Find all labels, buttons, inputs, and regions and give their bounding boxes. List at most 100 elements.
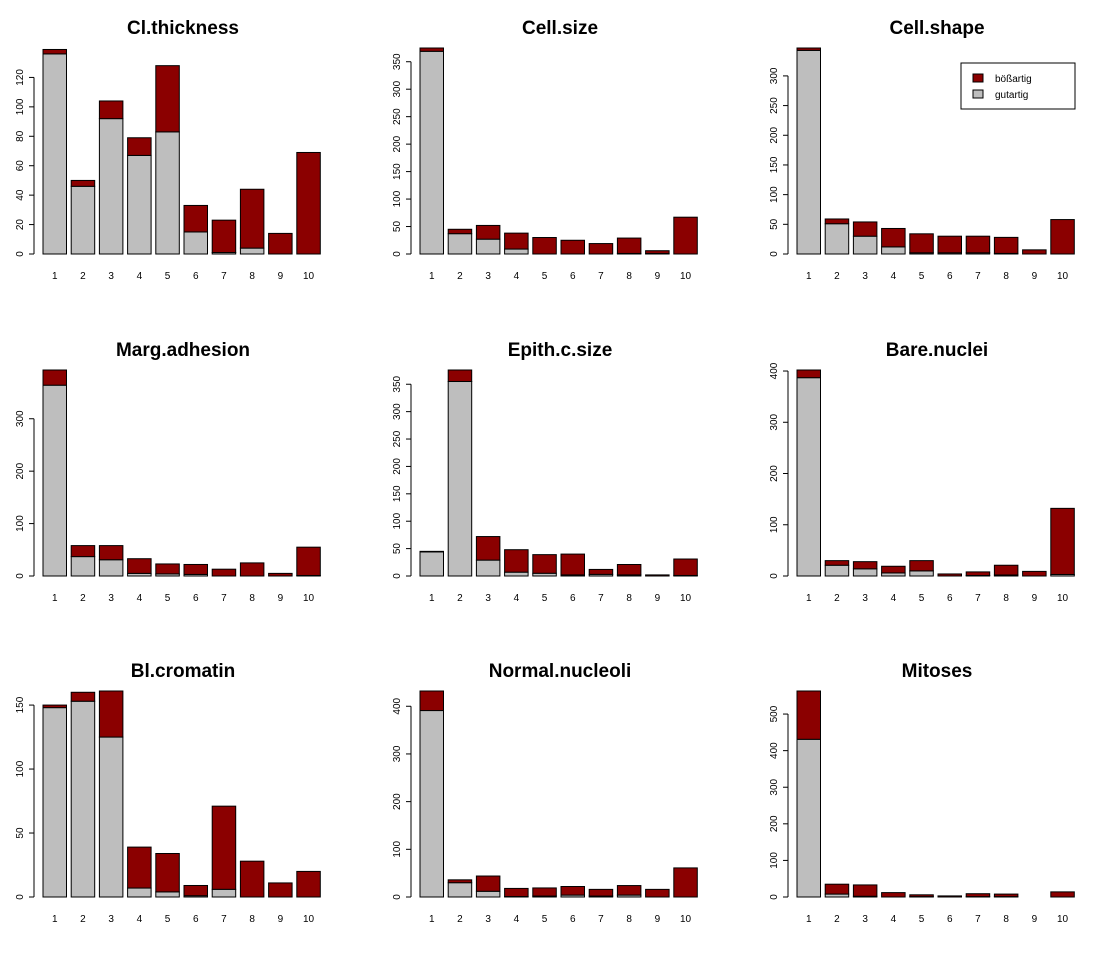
bar-segment-bossartig xyxy=(98,100,124,120)
y-tick-label: 0 xyxy=(769,251,780,257)
y-tick-label: 200 xyxy=(392,458,403,475)
y-tick-label: 200 xyxy=(769,126,780,143)
x-tick-label: 3 xyxy=(108,593,114,604)
x-tick-label: 5 xyxy=(542,914,548,925)
bar-segment-gutartig xyxy=(796,377,821,577)
y-tick-label: 50 xyxy=(769,218,780,230)
x-tick-label: 4 xyxy=(137,593,143,604)
y-tick-label: 100 xyxy=(769,852,780,869)
y-tick-label: 0 xyxy=(15,251,26,257)
y-tick-label: 250 xyxy=(392,108,403,125)
x-tick-label: 2 xyxy=(834,271,840,282)
bar-segment-bossartig xyxy=(532,237,557,255)
bar-segment-bossartig xyxy=(532,887,557,897)
bar-segment-gutartig xyxy=(70,185,96,255)
bar-segment-bossartig xyxy=(127,137,152,156)
bar-segment-gutartig xyxy=(155,131,180,255)
x-tick-label: 8 xyxy=(626,914,632,925)
x-tick-label: 6 xyxy=(570,914,576,925)
y-tick-label: 0 xyxy=(769,894,780,900)
y-tick-label: 400 xyxy=(769,742,780,759)
x-tick-label: 1 xyxy=(429,593,435,604)
x-tick-label: 6 xyxy=(947,271,953,282)
bar-segment-gutartig xyxy=(127,887,152,898)
chart-title: Cell.shape xyxy=(889,18,984,39)
bar-segment-gutartig xyxy=(42,707,67,898)
bar-segment-bossartig xyxy=(475,875,501,892)
bar-segment-bossartig xyxy=(560,239,585,255)
bar-segment-gutartig xyxy=(796,49,821,255)
legend-box xyxy=(960,62,1076,110)
bar-segment-bossartig xyxy=(1022,249,1047,255)
x-tick-label: 6 xyxy=(947,914,953,925)
bar-segment-bossartig xyxy=(296,870,321,898)
chart-title: Cl.thickness xyxy=(127,18,239,39)
bar-segment-gutartig xyxy=(447,381,473,577)
bar-segment-bossartig xyxy=(504,232,529,250)
y-tick-label: 300 xyxy=(769,778,780,795)
x-tick-label: 8 xyxy=(626,271,632,282)
bar-segment-gutartig xyxy=(155,891,180,898)
bar-segment-bossartig xyxy=(993,236,1019,254)
x-tick-label: 9 xyxy=(655,593,661,604)
y-tick-label: 300 xyxy=(769,67,780,84)
x-tick-label: 9 xyxy=(278,593,284,604)
legend-label: gutartig xyxy=(995,90,1028,101)
bar-segment-gutartig xyxy=(70,556,96,577)
bar-segment-bossartig xyxy=(42,48,67,55)
x-tick-label: 2 xyxy=(457,593,463,604)
bar-segment-gutartig xyxy=(824,564,850,577)
bar-segment-bossartig xyxy=(616,885,642,896)
y-tick-label: 0 xyxy=(392,894,403,900)
bar-segment-bossartig xyxy=(268,232,293,255)
bar-segment-bossartig xyxy=(645,574,670,577)
bar-segment-bossartig xyxy=(127,558,152,574)
bar-segment-bossartig xyxy=(965,893,991,898)
x-tick-label: 7 xyxy=(598,593,604,604)
bar-segment-bossartig xyxy=(937,573,962,577)
bar-segment-gutartig xyxy=(475,890,501,898)
x-tick-label: 8 xyxy=(249,593,255,604)
x-tick-label: 10 xyxy=(1057,593,1069,604)
bar-segment-bossartig xyxy=(211,219,237,254)
legend: bößartig gutartig xyxy=(960,62,1076,110)
x-tick-label: 7 xyxy=(598,271,604,282)
x-tick-label: 9 xyxy=(278,271,284,282)
bar-segment-bossartig xyxy=(796,690,821,740)
x-tick-label: 10 xyxy=(303,271,315,282)
bar-segment-bossartig xyxy=(1050,219,1075,255)
x-tick-label: 4 xyxy=(891,593,897,604)
bar-segment-bossartig xyxy=(1050,891,1075,898)
bar-segment-bossartig xyxy=(296,546,321,576)
chart-title: Epith.c.size xyxy=(508,340,613,361)
bar-segment-bossartig xyxy=(447,228,473,235)
x-tick-label: 1 xyxy=(806,914,812,925)
bar-segment-bossartig xyxy=(909,560,934,572)
y-tick-label: 0 xyxy=(769,573,780,579)
y-tick-label: 50 xyxy=(392,543,403,555)
bar-segment-bossartig xyxy=(447,879,473,884)
x-tick-label: 6 xyxy=(193,271,199,282)
chart-title: Bare.nuclei xyxy=(886,340,988,361)
x-tick-label: 4 xyxy=(891,914,897,925)
y-tick-label: 300 xyxy=(769,413,780,430)
y-tick-label: 200 xyxy=(392,793,403,810)
y-tick-label: 150 xyxy=(392,485,403,502)
bar-segment-bossartig xyxy=(98,545,124,561)
x-tick-label: 4 xyxy=(891,271,897,282)
bar-segment-bossartig xyxy=(824,218,850,225)
bar-segment-bossartig xyxy=(504,549,529,573)
bar-segment-bossartig xyxy=(852,561,878,570)
x-tick-label: 5 xyxy=(165,914,171,925)
bar-segment-bossartig xyxy=(560,886,585,896)
bar-segment-gutartig xyxy=(796,738,821,898)
x-tick-label: 10 xyxy=(303,914,315,925)
y-tick-label: 150 xyxy=(392,163,403,180)
bar-segment-gutartig xyxy=(419,551,444,577)
bar-segment-bossartig xyxy=(824,560,850,566)
x-tick-label: 8 xyxy=(1003,271,1009,282)
bar-segment-bossartig xyxy=(588,888,614,897)
bar-segment-gutartig xyxy=(909,570,934,577)
x-tick-label: 8 xyxy=(249,914,255,925)
x-tick-label: 7 xyxy=(975,271,981,282)
